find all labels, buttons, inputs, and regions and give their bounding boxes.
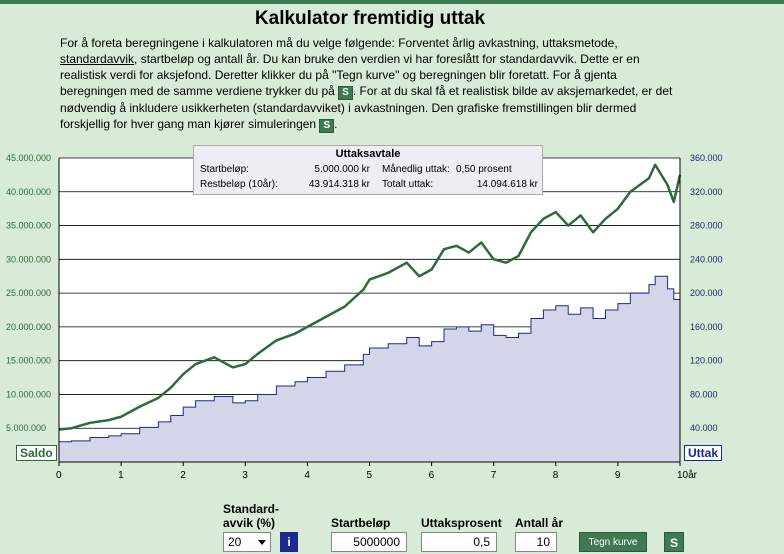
x-tick-label: 1	[118, 470, 124, 481]
std-select[interactable]: 20	[223, 532, 271, 552]
right-tick-label: 360.000	[690, 153, 723, 163]
info-button[interactable]: i	[280, 532, 298, 552]
right-tick-label: 160.000	[690, 322, 723, 332]
x-tick-label: 8	[553, 470, 559, 481]
saldo-axis-label: Saldo	[16, 445, 57, 461]
tegn-kurve-button[interactable]: Tegn kurve	[579, 532, 647, 552]
uttak-field-label: Uttaksprosent	[421, 516, 502, 530]
left-tick-label: 5.000.000	[6, 423, 46, 433]
rest-value: 43.914.318 kr	[308, 179, 370, 190]
x-tick-label: 10år	[677, 469, 698, 481]
x-tick-label: 5	[367, 470, 373, 481]
right-tick-label: 200.000	[690, 288, 723, 298]
intro-part-3: . For at du skal få et realistisk bilde …	[60, 84, 673, 131]
x-axis-ticks: 0 1 2 3 4 5 6 7 8 9 10år	[56, 462, 698, 481]
uttak-area-group	[58, 275, 681, 463]
intro-text: For å foreta beregningene i kalkulatoren…	[60, 35, 680, 133]
top-accent-bar	[0, 0, 784, 4]
right-tick-label: 80.000	[690, 389, 718, 399]
right-tick-label: 120.000	[690, 356, 723, 366]
left-tick-label: 15.000.000	[6, 356, 51, 366]
std-label-line1: Standard-	[223, 502, 280, 516]
x-tick-label: 0	[56, 470, 62, 481]
start-label: Startbeløp:	[200, 164, 249, 175]
std-select-value: 20	[228, 535, 242, 549]
intro-part-1: For å foreta beregningene i kalkulatoren…	[60, 36, 618, 50]
x-tick-label: 7	[491, 470, 497, 481]
std-label-line2: avvik (%)	[223, 516, 276, 530]
right-axis-ticks: 40.000 80.000 120.000 160.000 200.000 240.000…	[690, 153, 723, 433]
intro-part-2: , startbeløp og antall år. Du kan bruke …	[60, 52, 640, 98]
left-tick-label: 45.000.000	[6, 153, 51, 163]
rest-label: Restbeløp (10år):	[200, 179, 278, 190]
right-tick-label: 40.000	[690, 423, 718, 433]
uttaksavtale-box: Uttaksavtale Startbeløp: 5.000.000 kr Re…	[193, 145, 543, 195]
left-tick-label: 35.000.000	[6, 221, 51, 231]
right-tick-label: 280.000	[690, 221, 723, 231]
years-input[interactable]: 10	[515, 532, 557, 552]
s-badge-inline-2: S	[319, 119, 335, 133]
uttak-step-area	[58, 275, 681, 463]
simulation-chart: 5.000.000 10.000.000 15.000.000 20.000.000 2…	[6, 153, 723, 481]
left-tick-label: 40.000.000	[6, 187, 51, 197]
x-tick-label: 3	[242, 470, 248, 481]
start-field-label: Startbeløp	[331, 516, 391, 530]
right-tick-label: 320.000	[690, 187, 723, 197]
left-axis-ticks: 5.000.000 10.000.000 15.000.000 20.000.000 2…	[6, 153, 51, 433]
x-tick-label: 4	[304, 470, 310, 481]
years-field-label: Antall år	[515, 516, 564, 530]
right-tick-label: 240.000	[690, 254, 723, 264]
s-badge-inline-1: S	[338, 86, 353, 100]
start-input[interactable]: 5000000	[331, 532, 407, 552]
monthly-value: 0,50 prosent	[456, 164, 512, 175]
left-tick-label: 25.000.000	[6, 288, 51, 298]
chevron-down-icon	[258, 540, 266, 545]
x-tick-label: 2	[180, 470, 186, 481]
uttaksavtale-title: Uttaksavtale	[335, 148, 401, 160]
left-tick-label: 30.000.000	[6, 254, 51, 264]
x-tick-label: 6	[429, 470, 435, 481]
repeat-s-button[interactable]: S	[664, 532, 684, 552]
uttaksprosent-input[interactable]: 0,5	[421, 532, 497, 552]
uttak-axis-label: Uttak	[684, 445, 723, 461]
left-tick-label: 20.000.000	[6, 322, 51, 332]
total-value: 14.094.618 kr	[476, 179, 538, 190]
start-value: 5.000.000 kr	[314, 164, 370, 175]
total-label: Totalt uttak:	[382, 179, 434, 190]
left-tick-label: 10.000.000	[6, 389, 51, 399]
standardavvik-link[interactable]: standardavvik	[60, 52, 135, 66]
page-title: Kalkulator fremtidig uttak	[254, 8, 486, 29]
saldo-line-group	[58, 163, 682, 431]
saldo-line	[58, 163, 682, 431]
x-tick-label: 9	[615, 470, 621, 481]
monthly-label: Månedlig uttak:	[382, 164, 450, 175]
intro-part-4: .	[334, 117, 338, 131]
